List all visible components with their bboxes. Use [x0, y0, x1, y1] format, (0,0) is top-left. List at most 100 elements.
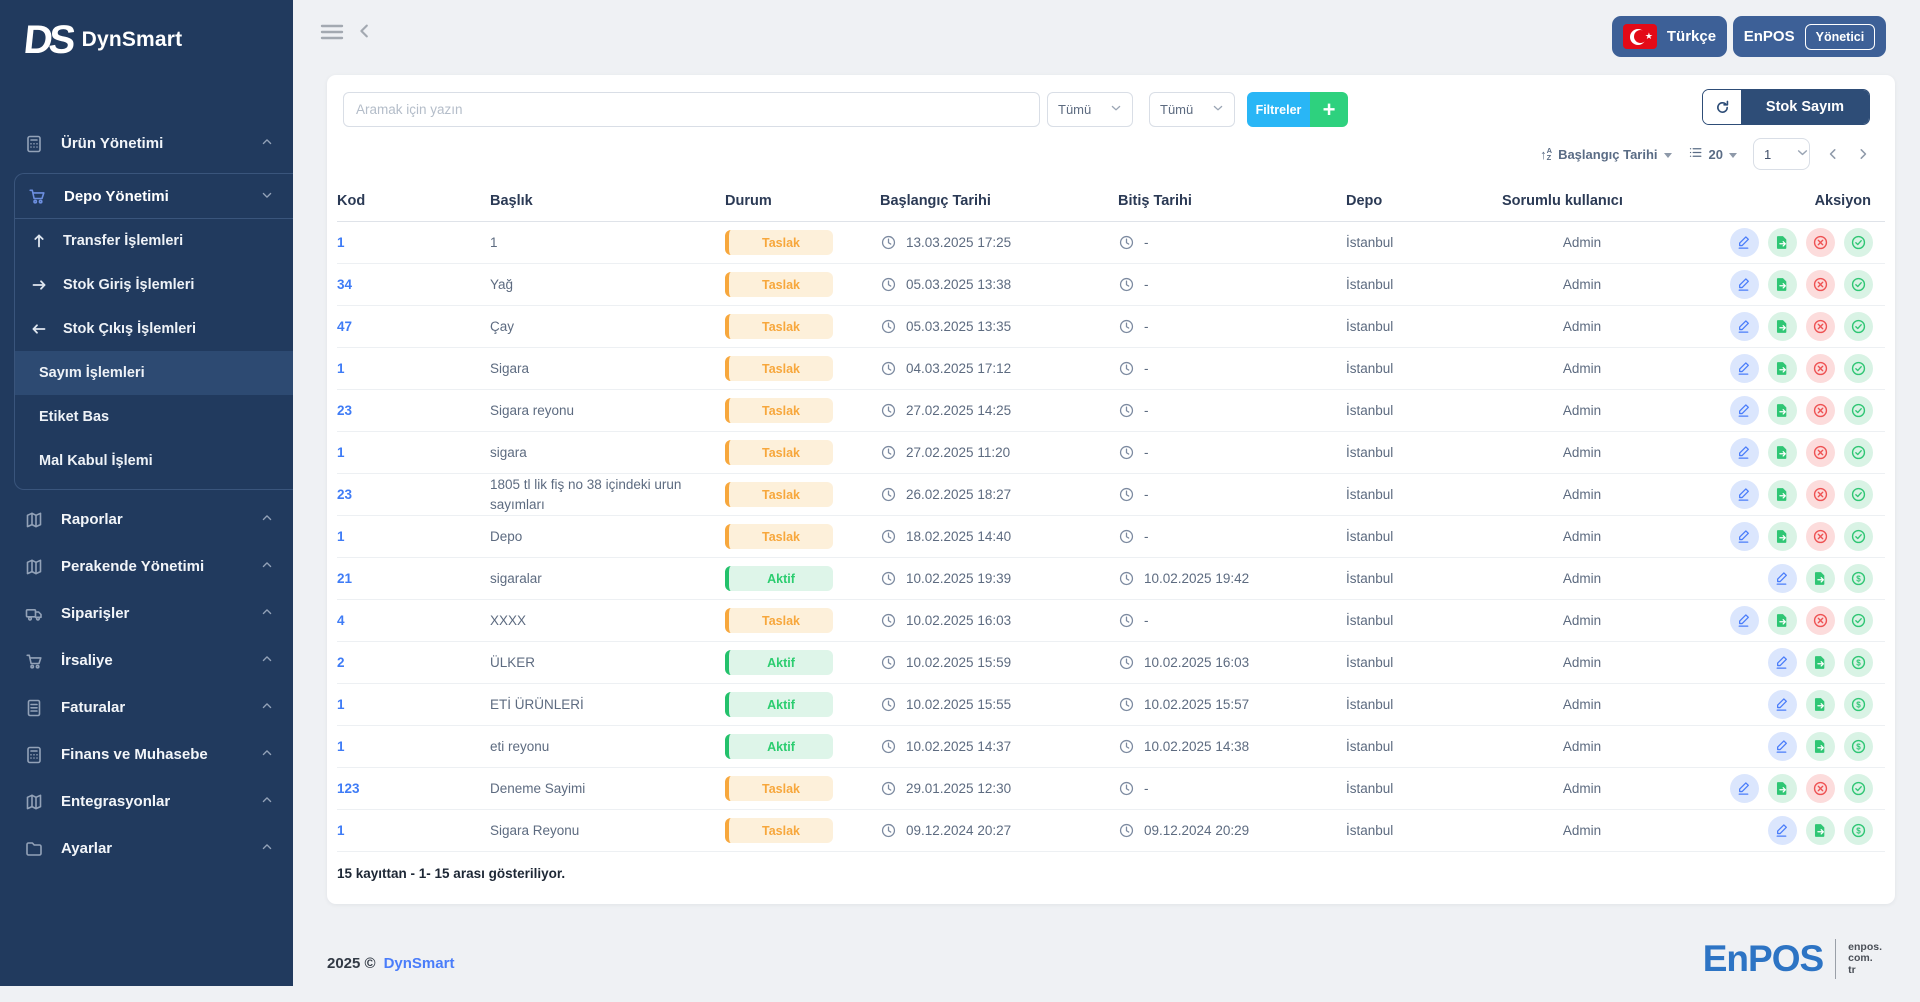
- export-action-button[interactable]: [1768, 606, 1797, 635]
- column-header-depo[interactable]: Depo: [1346, 193, 1502, 209]
- export-action-button[interactable]: [1768, 354, 1797, 383]
- export-action-button[interactable]: [1768, 438, 1797, 467]
- sidebar-item-siparisler[interactable]: Siparişler: [0, 590, 293, 637]
- edit-action-button[interactable]: [1730, 228, 1759, 257]
- previous-page-button[interactable]: [1826, 147, 1840, 161]
- sidebar-item-perakende-yonetimi[interactable]: Perakende Yönetimi: [0, 543, 293, 590]
- export-action-button[interactable]: [1806, 732, 1835, 761]
- export-action-button[interactable]: [1806, 690, 1835, 719]
- export-action-button[interactable]: [1768, 312, 1797, 341]
- column-header-baslangic[interactable]: Başlangıç Tarihi: [880, 193, 1118, 209]
- cancel-action-button[interactable]: [1806, 354, 1835, 383]
- price-action-button[interactable]: $: [1844, 690, 1873, 719]
- approve-action-button[interactable]: [1844, 480, 1873, 509]
- kod-link[interactable]: 2: [337, 655, 345, 670]
- kod-link[interactable]: 1: [337, 235, 345, 250]
- edit-action-button[interactable]: [1730, 312, 1759, 341]
- role-badge[interactable]: Yönetici: [1805, 24, 1876, 50]
- kod-link[interactable]: 1: [337, 697, 345, 712]
- cancel-action-button[interactable]: [1806, 774, 1835, 803]
- kod-link[interactable]: 1: [337, 361, 345, 376]
- language-button[interactable]: ★ Türkçe: [1612, 16, 1727, 57]
- approve-action-button[interactable]: [1844, 522, 1873, 551]
- sidebar-item-i-rsaliye[interactable]: İrsaliye: [0, 637, 293, 684]
- sort-control[interactable]: ↑AZ Başlangıç Tarihi: [1540, 147, 1671, 162]
- edit-action-button[interactable]: [1768, 732, 1797, 761]
- sidebar-item-sayim-i-slemleri[interactable]: Sayım İşlemleri: [15, 351, 293, 395]
- price-action-button[interactable]: $: [1844, 564, 1873, 593]
- kod-link[interactable]: 23: [337, 487, 352, 502]
- export-action-button[interactable]: [1768, 522, 1797, 551]
- kod-link[interactable]: 21: [337, 571, 352, 586]
- export-action-button[interactable]: [1806, 648, 1835, 677]
- column-header-baslik[interactable]: Başlık: [490, 193, 725, 209]
- price-action-button[interactable]: $: [1844, 816, 1873, 845]
- edit-action-button[interactable]: [1768, 564, 1797, 593]
- cancel-action-button[interactable]: [1806, 606, 1835, 635]
- edit-action-button[interactable]: [1730, 774, 1759, 803]
- edit-action-button[interactable]: [1730, 270, 1759, 299]
- sidebar-item-stok-giris-i-slemleri[interactable]: Stok Giriş İşlemleri: [15, 263, 293, 307]
- sidebar-item-mal-kabul-i-slemi[interactable]: Mal Kabul İşlemi: [15, 439, 293, 483]
- footer-brand-link[interactable]: DynSmart: [384, 955, 455, 972]
- sidebar-item-ayarlar[interactable]: Ayarlar: [0, 825, 293, 872]
- approve-action-button[interactable]: [1844, 354, 1873, 383]
- add-button[interactable]: +: [1310, 92, 1348, 127]
- approve-action-button[interactable]: [1844, 270, 1873, 299]
- export-action-button[interactable]: [1768, 774, 1797, 803]
- edit-action-button[interactable]: [1730, 396, 1759, 425]
- export-action-button[interactable]: [1768, 228, 1797, 257]
- filter-select-1[interactable]: Tümü: [1047, 92, 1133, 127]
- back-chevron-icon[interactable]: [356, 21, 374, 41]
- edit-action-button[interactable]: [1730, 354, 1759, 383]
- approve-action-button[interactable]: [1844, 312, 1873, 341]
- export-action-button[interactable]: [1768, 270, 1797, 299]
- column-header-sorumlu[interactable]: Sorumlu kullanıcı: [1502, 193, 1702, 209]
- cancel-action-button[interactable]: [1806, 270, 1835, 299]
- kod-link[interactable]: 47: [337, 319, 352, 334]
- refresh-button[interactable]: [1703, 90, 1741, 124]
- export-action-button[interactable]: [1806, 564, 1835, 593]
- kod-link[interactable]: 1: [337, 529, 345, 544]
- kod-link[interactable]: 4: [337, 613, 345, 628]
- approve-action-button[interactable]: [1844, 438, 1873, 467]
- edit-action-button[interactable]: [1730, 606, 1759, 635]
- export-action-button[interactable]: [1806, 816, 1835, 845]
- page-size-control[interactable]: 20: [1688, 145, 1737, 163]
- sidebar-item-stok-cikis-i-slemleri[interactable]: Stok Çıkış İşlemleri: [15, 307, 293, 351]
- kod-link[interactable]: 1: [337, 739, 345, 754]
- filter-select-2[interactable]: Tümü: [1149, 92, 1235, 127]
- approve-action-button[interactable]: [1844, 774, 1873, 803]
- export-action-button[interactable]: [1768, 396, 1797, 425]
- next-page-button[interactable]: [1856, 147, 1870, 161]
- menu-toggle-icon[interactable]: [320, 22, 344, 42]
- edit-action-button[interactable]: [1730, 480, 1759, 509]
- approve-action-button[interactable]: [1844, 606, 1873, 635]
- edit-action-button[interactable]: [1768, 648, 1797, 677]
- cancel-action-button[interactable]: [1806, 522, 1835, 551]
- cancel-action-button[interactable]: [1806, 312, 1835, 341]
- column-header-kod[interactable]: Kod: [337, 193, 490, 209]
- kod-link[interactable]: 1: [337, 823, 345, 838]
- cancel-action-button[interactable]: [1806, 438, 1835, 467]
- price-action-button[interactable]: $: [1844, 732, 1873, 761]
- sidebar-item-transfer-i-slemleri[interactable]: Transfer İşlemleri: [15, 219, 293, 263]
- app-logo[interactable]: DS DynSmart: [24, 20, 182, 60]
- cancel-action-button[interactable]: [1806, 228, 1835, 257]
- filters-button[interactable]: Filtreler: [1247, 92, 1310, 127]
- edit-action-button[interactable]: [1730, 438, 1759, 467]
- page-number-input[interactable]: [1762, 146, 1792, 163]
- kod-link[interactable]: 1: [337, 445, 345, 460]
- kod-link[interactable]: 34: [337, 277, 352, 292]
- sidebar-item-etiket-bas[interactable]: Etiket Bas: [15, 395, 293, 439]
- edit-action-button[interactable]: [1730, 522, 1759, 551]
- column-header-bitis[interactable]: Bitiş Tarihi: [1118, 193, 1346, 209]
- sidebar-item-urun-yonetimi[interactable]: Ürün Yönetimi: [0, 120, 293, 167]
- cancel-action-button[interactable]: [1806, 396, 1835, 425]
- account-button[interactable]: EnPOS Yönetici: [1733, 16, 1886, 57]
- price-action-button[interactable]: $: [1844, 648, 1873, 677]
- approve-action-button[interactable]: [1844, 396, 1873, 425]
- sidebar-item-raporlar[interactable]: Raporlar: [0, 496, 293, 543]
- page-number-box[interactable]: [1753, 138, 1810, 170]
- search-input[interactable]: [343, 92, 1040, 127]
